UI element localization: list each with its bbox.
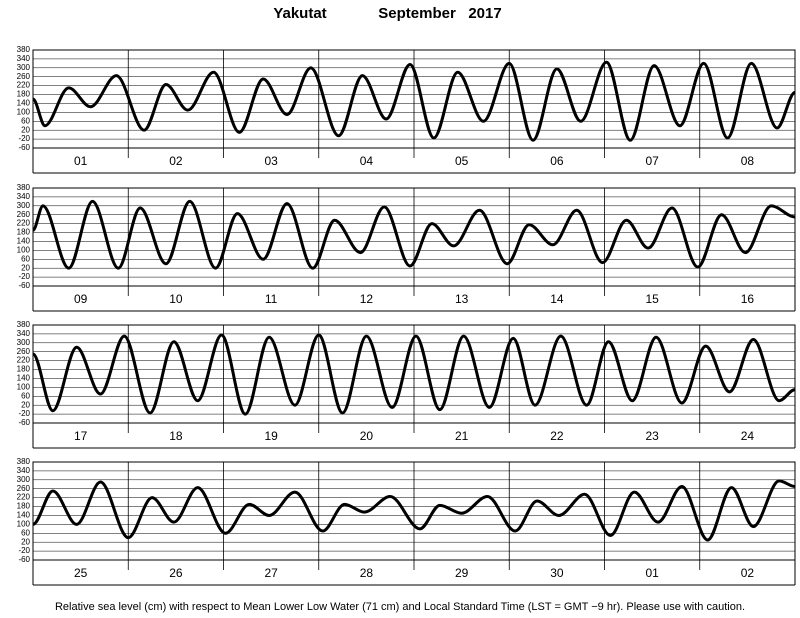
- chart-title: Yakutat: [273, 5, 326, 22]
- tide-curve: [31, 333, 796, 416]
- y-tick-label: 60: [21, 391, 30, 400]
- y-tick-label: -20: [18, 546, 30, 555]
- x-tick-label: 13: [455, 292, 469, 306]
- y-tick-label: 100: [17, 519, 31, 528]
- panel-frame: [32, 461, 796, 561]
- y-tick-label: -20: [18, 272, 30, 281]
- y-tick-label: 100: [17, 245, 31, 254]
- x-tick-label: 09: [74, 292, 88, 306]
- x-tick-label: 07: [645, 154, 659, 168]
- x-tick-label: 08: [741, 154, 755, 168]
- x-tick-label: 15: [645, 292, 659, 306]
- y-tick-label: -60: [18, 143, 30, 152]
- y-tick-label: 100: [17, 382, 31, 391]
- chart-subtitle: September 2017: [378, 5, 501, 22]
- tide-curve: [31, 199, 796, 270]
- y-tick-label: 260: [17, 347, 31, 356]
- y-tick-label: 220: [17, 81, 31, 90]
- y-tick-label: 140: [17, 237, 31, 246]
- x-tick-label: 21: [455, 429, 469, 443]
- x-tick-label: 30: [550, 566, 564, 580]
- y-tick-label: 380: [17, 320, 31, 329]
- x-tick-label: 23: [645, 429, 659, 443]
- y-tick-label: 140: [17, 99, 31, 108]
- tide-curve: [31, 60, 796, 142]
- y-tick-label: 140: [17, 511, 31, 520]
- x-tick-label: 22: [550, 429, 564, 443]
- y-tick-label: 340: [17, 466, 31, 475]
- x-tick-label: 05: [455, 154, 469, 168]
- y-tick-label: 60: [21, 254, 30, 263]
- y-tick-label: -20: [18, 409, 30, 418]
- x-tick-label: 04: [360, 154, 374, 168]
- y-tick-label: 300: [17, 201, 31, 210]
- y-tick-label: 380: [17, 457, 31, 466]
- y-tick-label: -20: [18, 134, 30, 143]
- y-tick-label: 340: [17, 192, 31, 201]
- y-tick-label: 60: [21, 528, 30, 537]
- x-tick-label: 01: [74, 154, 88, 168]
- panel-frame: [32, 324, 796, 424]
- x-tick-label: 10: [169, 292, 183, 306]
- x-tick-label: 25: [74, 566, 88, 580]
- y-tick-label: 20: [21, 125, 30, 134]
- x-tick-label: 29: [455, 566, 469, 580]
- x-tick-label: 20: [360, 429, 374, 443]
- y-tick-label: 300: [17, 338, 31, 347]
- x-tick-label: 14: [550, 292, 564, 306]
- y-tick-label: 340: [17, 329, 31, 338]
- y-tick-label: 260: [17, 484, 31, 493]
- panel-frame: [32, 187, 796, 287]
- y-tick-label: 60: [21, 116, 30, 125]
- y-tick-label: -60: [18, 418, 30, 427]
- x-tick-label: 02: [169, 154, 183, 168]
- x-tick-label: 28: [360, 566, 374, 580]
- y-tick-label: 180: [17, 502, 31, 511]
- y-tick-label: 20: [21, 537, 30, 546]
- x-tick-label: 03: [264, 154, 278, 168]
- footnote: Relative sea level (cm) with respect to …: [55, 601, 745, 613]
- y-tick-label: 300: [17, 63, 31, 72]
- x-tick-label: 11: [265, 292, 278, 306]
- y-tick-label: 300: [17, 475, 31, 484]
- y-tick-label: 20: [21, 400, 30, 409]
- y-tick-label: -60: [18, 281, 30, 290]
- y-tick-label: 260: [17, 72, 31, 81]
- y-tick-label: 380: [17, 45, 31, 54]
- y-tick-label: 260: [17, 210, 31, 219]
- x-tick-label: 06: [550, 154, 564, 168]
- y-tick-label: 180: [17, 228, 31, 237]
- x-tick-label: 18: [169, 429, 183, 443]
- y-tick-label: 140: [17, 374, 31, 383]
- x-tick-label: 19: [264, 429, 278, 443]
- x-tick-label: 02: [741, 566, 755, 580]
- y-tick-label: 380: [17, 183, 31, 192]
- y-tick-label: 20: [21, 263, 30, 272]
- y-tick-label: 340: [17, 54, 31, 63]
- x-tick-label: 17: [74, 429, 88, 443]
- y-tick-label: 220: [17, 356, 31, 365]
- x-tick-label: 24: [741, 429, 755, 443]
- tide-curve: [32, 479, 796, 542]
- y-tick-label: 100: [17, 107, 31, 116]
- y-tick-label: -60: [18, 555, 30, 564]
- x-tick-label: 27: [264, 566, 278, 580]
- x-tick-label: 01: [645, 566, 659, 580]
- x-tick-label: 12: [360, 292, 374, 306]
- y-tick-label: 220: [17, 493, 31, 502]
- y-tick-label: 180: [17, 90, 31, 99]
- x-tick-label: 26: [169, 566, 183, 580]
- y-tick-label: 180: [17, 365, 31, 374]
- y-tick-label: 220: [17, 219, 31, 228]
- x-tick-label: 16: [741, 292, 755, 306]
